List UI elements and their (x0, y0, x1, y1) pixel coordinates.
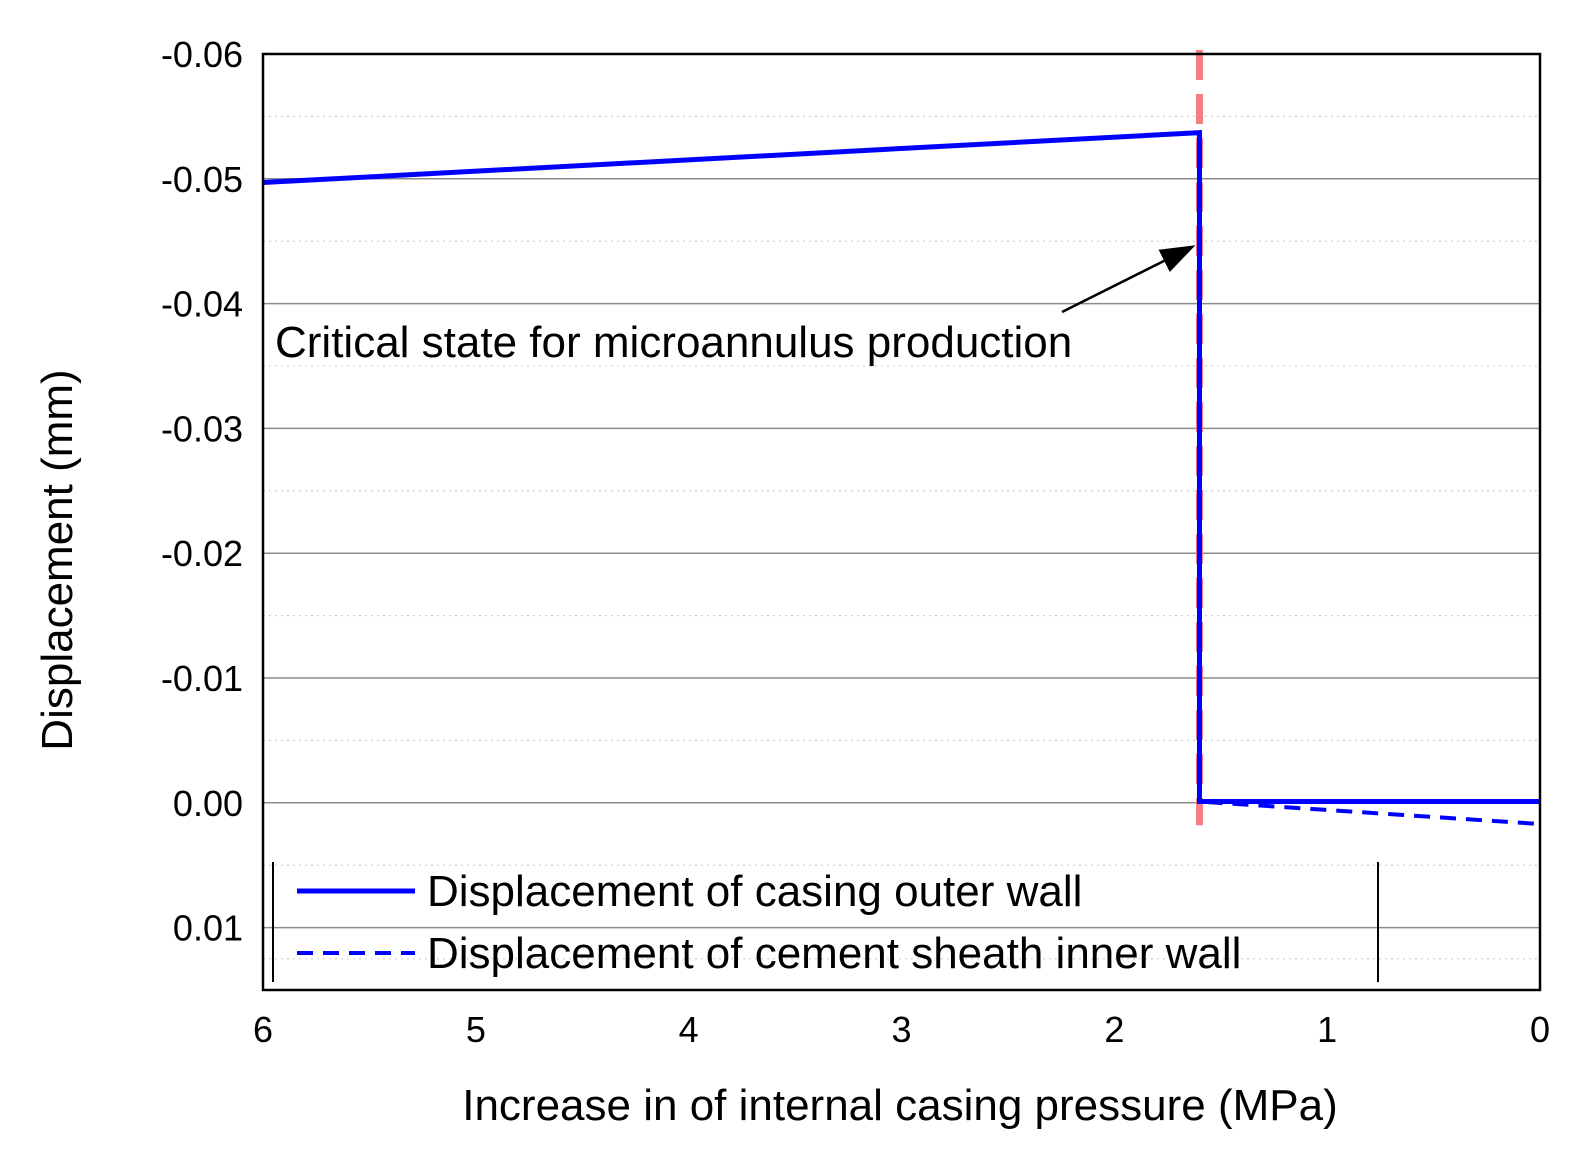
legend-label-cement: Displacement of cement sheath inner wall (427, 929, 1241, 978)
annotation-text: Critical state for microannulus producti… (275, 318, 1072, 367)
y-tick-label: 0.01 (173, 908, 243, 949)
legend: Displacement of casing outer wall Displa… (272, 862, 1379, 982)
series-layer (262, 50, 1541, 827)
y-tick-label: -0.04 (161, 284, 243, 325)
legend-label-casing: Displacement of casing outer wall (427, 867, 1082, 916)
y-tick-label: -0.03 (161, 408, 243, 449)
x-tick-label: 3 (891, 1009, 911, 1050)
x-tick-label: 1 (1317, 1009, 1337, 1050)
x-tick-label: 0 (1530, 1009, 1550, 1050)
x-tick-label: 2 (1104, 1009, 1124, 1050)
x-tick-label: 5 (466, 1009, 486, 1050)
y-tick-label: -0.02 (161, 533, 243, 574)
y-axis-title: Displacement (mm) (33, 369, 82, 750)
y-tick-label: -0.06 (161, 34, 243, 75)
y-tick-label: 0.00 (173, 783, 243, 824)
x-axis-ticks: 6 5 4 3 2 1 0 (253, 1009, 1550, 1050)
y-tick-label: -0.05 (161, 159, 243, 200)
x-axis-title: Increase in of internal casing pressure … (462, 1081, 1338, 1130)
grid-lines (263, 115, 1540, 960)
series-line-cement-sheath-inner-wall (1197, 132, 1541, 827)
plot-frame (261, 52, 1542, 992)
annotation-arrow (1061, 245, 1196, 314)
x-tick-label: 4 (679, 1009, 699, 1050)
y-tick-label: -0.01 (161, 658, 243, 699)
y-axis-ticks: -0.06 -0.05 -0.04 -0.03 -0.02 -0.01 0.00 0.01 (161, 34, 243, 949)
x-tick-label: 6 (253, 1009, 273, 1050)
series-line-casing-outer-wall (262, 129, 1540, 805)
